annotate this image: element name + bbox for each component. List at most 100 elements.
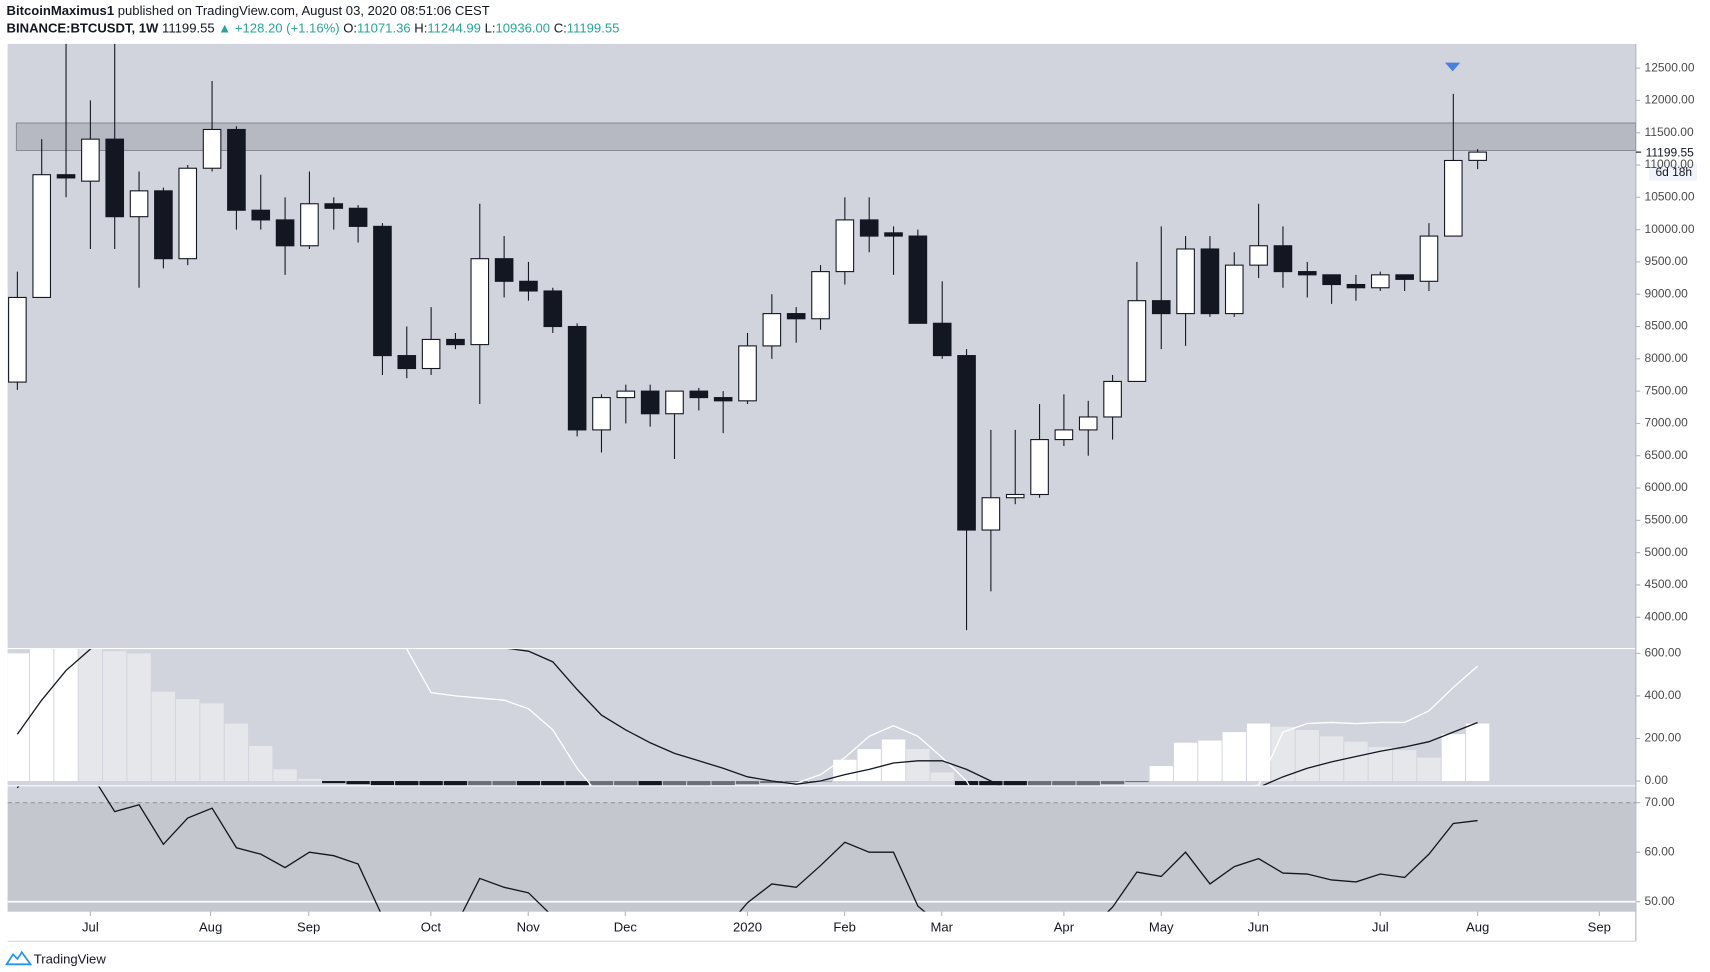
histogram-bar <box>1052 781 1076 786</box>
histogram-bar <box>30 649 54 782</box>
y-tick-label: 5000.00 <box>1645 545 1689 559</box>
y-tick-label: 12000.00 <box>1645 93 1695 107</box>
brand: TradingView <box>34 951 106 966</box>
y-tick-label: 5500.00 <box>1645 512 1689 526</box>
candle-body <box>1176 248 1195 315</box>
histogram-bar <box>1465 723 1490 782</box>
candle-body <box>835 219 855 273</box>
candle-body <box>932 322 952 357</box>
candle-body <box>373 225 392 357</box>
candle-body <box>1249 245 1268 266</box>
histogram-bar <box>200 703 224 782</box>
histogram-bar <box>930 772 954 782</box>
candle-body <box>1030 439 1049 496</box>
histogram-bar <box>1027 781 1052 786</box>
candle-body <box>884 232 903 237</box>
candle-body <box>689 390 709 399</box>
x-tick-label: 2020 <box>733 920 762 935</box>
candle-body <box>1103 380 1122 418</box>
header-line-2: BINANCE:BTCUSDT, 1W 11199.55 ▲ +128.20 (… <box>7 21 620 36</box>
x-tick-label: Dec <box>614 920 638 935</box>
candle-body <box>981 497 1001 531</box>
histogram-bar <box>395 781 419 786</box>
histogram-bar <box>1198 740 1222 782</box>
y-tick-label: 11500.00 <box>1645 125 1694 139</box>
candle-body <box>1200 248 1220 315</box>
histogram-bar <box>735 781 760 785</box>
candle-body <box>859 219 879 237</box>
y-tick-label: 4000.00 <box>1645 609 1689 623</box>
x-tick-label: Jul <box>1372 920 1389 935</box>
plot-line <box>7 786 1636 912</box>
candle-body <box>1468 151 1487 161</box>
histogram-bar <box>249 745 273 782</box>
y-tick-label: 6500.00 <box>1645 448 1689 462</box>
y-tick-label: 12500.00 <box>1645 60 1695 74</box>
candle-body <box>1273 245 1293 273</box>
candle-body <box>713 397 733 402</box>
y-tick-label: 60.00 <box>1645 844 1675 858</box>
y-tick-label: 11000.00 <box>1645 157 1694 171</box>
last-price-box <box>1641 143 1709 161</box>
candle-body <box>762 313 782 347</box>
candle-body <box>105 138 125 218</box>
candle-body <box>567 325 587 431</box>
histogram-bar <box>103 651 127 782</box>
candle-body <box>32 174 52 298</box>
candle-body <box>470 258 490 346</box>
candle-body <box>811 271 830 320</box>
histogram-bar <box>1149 766 1173 782</box>
y-tick-label: 7000.00 <box>1645 416 1689 430</box>
published: published on TradingView.com, August 03,… <box>118 4 490 19</box>
candle-body <box>348 207 368 227</box>
countdown: 6d 18h <box>1655 165 1692 179</box>
histogram-bar <box>346 781 370 785</box>
histogram-bar <box>1173 742 1198 782</box>
countdown-box <box>1648 164 1697 181</box>
candle-body <box>1444 159 1463 237</box>
ohlc-label: H: <box>414 21 427 36</box>
histogram-bar <box>224 723 249 782</box>
histogram-bar <box>906 749 930 782</box>
histogram-bar <box>1319 736 1344 782</box>
ohlc-label: C: <box>554 21 567 36</box>
histogram-bar <box>370 781 395 786</box>
candle-body <box>324 203 344 209</box>
y-tick-label: 600.00 <box>1645 645 1682 659</box>
x-tick-label: Oct <box>421 920 442 935</box>
histogram-bar <box>979 781 1003 786</box>
candle-body <box>397 355 417 370</box>
candle-body <box>421 338 441 370</box>
histogram-bar <box>273 769 297 782</box>
y-tick-label: 0.00 <box>1645 773 1669 787</box>
histogram-bar <box>176 699 200 782</box>
candle-body <box>1395 274 1414 280</box>
y-tick-label: 8000.00 <box>1645 351 1689 365</box>
y-tick-label: 70.00 <box>1645 795 1675 809</box>
histogram-bar <box>954 781 979 786</box>
candle-body <box>1322 274 1341 286</box>
x-tick-label: May <box>1149 920 1174 935</box>
y-tick-label: 50.00 <box>1645 894 1675 908</box>
y-tick-label: 8500.00 <box>1645 319 1689 333</box>
y-tick-label: 10000.00 <box>1645 222 1695 236</box>
candle-body <box>1370 274 1390 289</box>
signal-marker <box>1444 62 1461 72</box>
histogram-bar <box>784 781 808 783</box>
histogram-bar <box>638 781 662 786</box>
histogram-bar <box>1003 781 1027 786</box>
ohlc-value: 10936.00 <box>496 21 551 36</box>
candle-body <box>202 128 222 169</box>
y-tick-label: 10500.00 <box>1645 189 1695 203</box>
candle-body <box>616 390 636 399</box>
candle-body <box>1151 300 1171 315</box>
candle-body <box>957 355 976 531</box>
candle-body <box>738 345 757 402</box>
x-tick-label: Apr <box>1054 920 1075 935</box>
histogram-bar <box>1271 726 1295 782</box>
histogram-bar <box>7 653 30 782</box>
x-tick-label: Sep <box>1588 920 1611 935</box>
y-tick-label: 4500.00 <box>1645 577 1689 591</box>
y-tick-label: 9000.00 <box>1645 286 1689 300</box>
